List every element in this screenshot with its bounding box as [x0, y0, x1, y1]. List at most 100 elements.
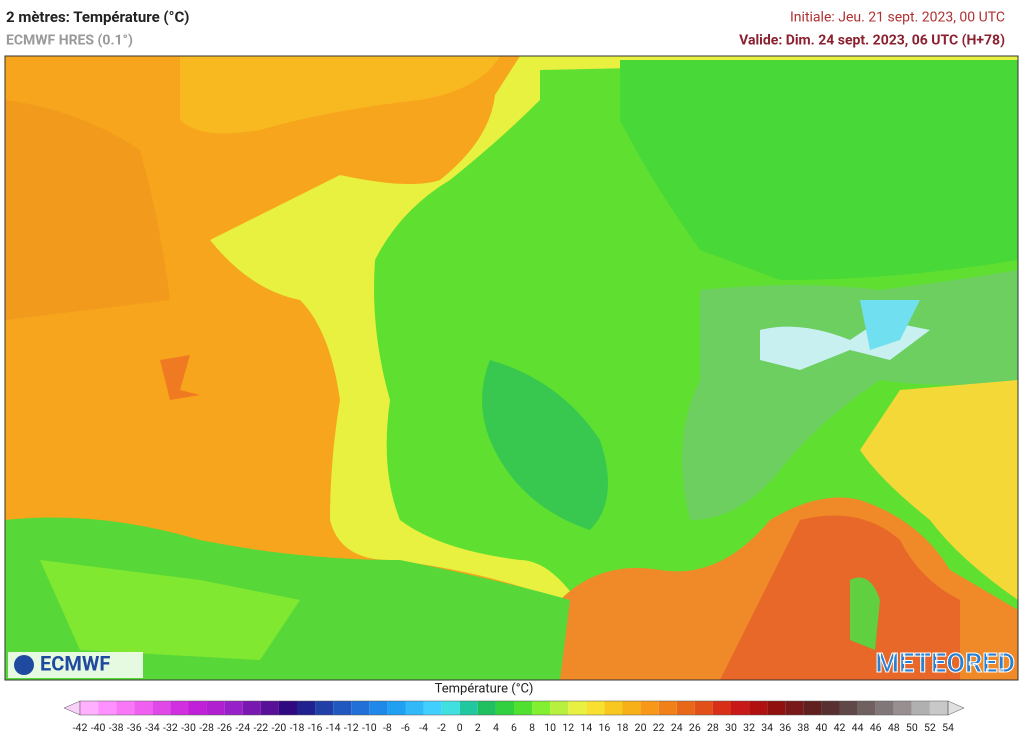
colorbar-label: -6 — [401, 721, 410, 734]
colorbar-label: 22 — [653, 721, 665, 734]
colorbar-swatch — [622, 701, 641, 715]
colorbar-label: 44 — [852, 721, 864, 734]
colorbar-label: -4 — [419, 721, 428, 734]
colorbar-label: 48 — [888, 721, 900, 734]
colorbar-swatch — [441, 701, 460, 715]
colorbar-label: 12 — [562, 721, 574, 734]
ocean-shade — [5, 100, 170, 320]
colorbar-swatch — [260, 701, 279, 715]
colorbar-label: 20 — [635, 721, 647, 734]
corsica — [850, 577, 880, 650]
colorbar-label: 30 — [725, 721, 737, 734]
colorbar-swatch — [477, 701, 496, 715]
colorbar-swatch — [568, 701, 587, 715]
colorbar-label: -34 — [145, 721, 160, 734]
colorbar-swatch — [188, 701, 207, 715]
legend-title: Température (°C) — [435, 681, 534, 696]
logo-ecmwf: ECMWF — [40, 651, 110, 675]
colorbar-label: 42 — [834, 721, 846, 734]
colorbar-label: -38 — [109, 721, 124, 734]
colorbar-label: -8 — [383, 721, 392, 734]
colorbar-label: 32 — [743, 721, 755, 734]
colorbar-swatch — [604, 701, 623, 715]
colorbar-label: 50 — [906, 721, 918, 734]
colorbar-label: -14 — [326, 721, 341, 734]
colorbar: -42 -40 -38 -36 -34 -32 -30 -28 -26 -24 -22 -20 -18-… — [63, 700, 965, 734]
colorbar-label: 40 — [816, 721, 828, 734]
colorbar-swatch — [387, 701, 406, 715]
colorbar-label: -24 — [235, 721, 250, 734]
colorbar-label: 38 — [797, 721, 809, 734]
colorbar-label: 36 — [779, 721, 791, 734]
colorbar-label: 0 — [457, 721, 463, 734]
colorbar-label: 6 — [511, 721, 517, 734]
logo-left: ECMWF — [8, 651, 143, 678]
colorbar-swatch — [152, 701, 171, 715]
colorbar-swatch — [550, 701, 569, 715]
colorbar-label: -22 — [253, 721, 268, 734]
colorbar-end — [63, 700, 81, 716]
colorbar-swatch — [206, 701, 225, 715]
alps-cold — [860, 300, 920, 350]
colorbar-label: 2 — [475, 721, 481, 734]
colorbar-label: -32 — [163, 721, 178, 734]
colorbar-swatch — [676, 701, 695, 715]
colorbar-swatch — [749, 701, 768, 715]
logo-icon — [14, 655, 34, 675]
spain-north — [40, 560, 300, 660]
colorbar-swatch — [694, 701, 713, 715]
colorbar-end — [947, 700, 965, 716]
colorbar-swatch — [80, 701, 99, 715]
colorbar-swatch — [532, 701, 551, 715]
colorbar-swatch — [351, 701, 370, 715]
colorbar-swatch — [278, 701, 297, 715]
colorbar-swatch — [495, 701, 514, 715]
colorbar-swatch — [514, 701, 533, 715]
massif-central — [482, 360, 608, 530]
colorbar-label: -10 — [362, 721, 377, 734]
colorbar-label: 52 — [924, 721, 936, 734]
colorbar-label: 14 — [580, 721, 592, 734]
colorbar-label: 54 — [942, 721, 954, 734]
colorbar-swatch — [857, 701, 876, 715]
colorbar-label: -42 — [73, 721, 88, 734]
colorbar-swatch — [242, 701, 261, 715]
colorbar-label: -16 — [308, 721, 323, 734]
colorbar-swatch — [116, 701, 135, 715]
colorbar-swatch — [785, 701, 804, 715]
map-frame — [4, 55, 1019, 681]
colorbar-swatch — [369, 701, 388, 715]
colorbar-swatch — [893, 701, 912, 715]
italy — [860, 380, 1018, 600]
colorbar-swatch — [315, 701, 334, 715]
colorbar-label: 46 — [870, 721, 882, 734]
colorbar-swatch — [423, 701, 442, 715]
england — [180, 56, 500, 134]
colorbar-label: 8 — [529, 721, 535, 734]
colorbar-swatch — [297, 701, 316, 715]
colorbar-label: 16 — [599, 721, 611, 734]
colorbar-swatch — [586, 701, 605, 715]
colorbar-swatch — [658, 701, 677, 715]
map — [4, 55, 1019, 681]
colorbar-label: 26 — [689, 721, 701, 734]
logo-meteored: METEORED — [875, 647, 1015, 679]
colorbar-swatch — [767, 701, 786, 715]
colorbar-swatch — [803, 701, 822, 715]
colorbar-swatch — [929, 701, 948, 715]
colorbar-label: -20 — [272, 721, 287, 734]
colorbar-swatch — [459, 701, 478, 715]
model: ECMWF HRES (0.1°) — [6, 33, 133, 49]
colorbar-swatch — [640, 701, 659, 715]
colorbar-label: -40 — [91, 721, 106, 734]
colorbar-label: -36 — [127, 721, 142, 734]
colorbar-swatch — [98, 701, 117, 715]
colorbar-label: 10 — [544, 721, 556, 734]
title: 2 mètres: Température (°C) — [6, 8, 189, 26]
colorbar-swatch — [839, 701, 858, 715]
ocean-spot — [160, 355, 200, 400]
colorbar-label: 4 — [493, 721, 499, 734]
colorbar-swatch — [821, 701, 840, 715]
colorbar-swatch — [712, 701, 731, 715]
